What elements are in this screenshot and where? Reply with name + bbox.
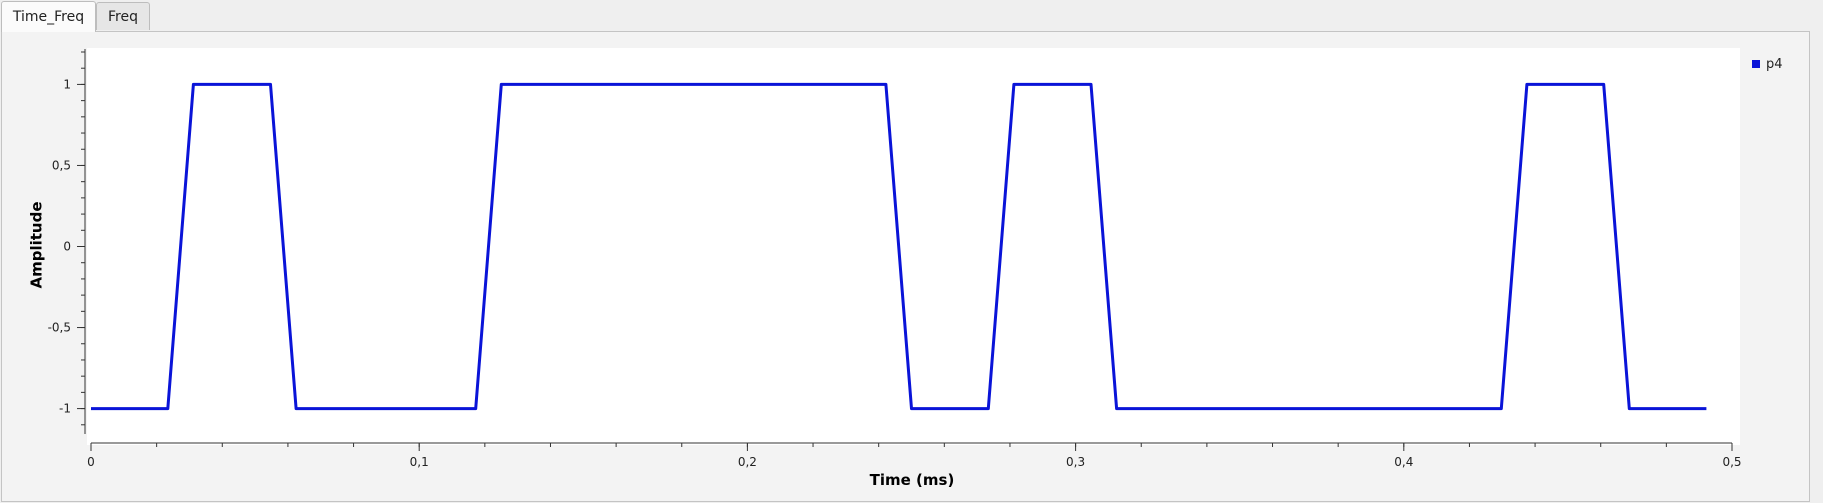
- y-tick-label: 0,5: [52, 158, 71, 172]
- axes: 1 0,5 0 -0,5 -1 0 0,1 0,2 0,3 0,4 0,5: [48, 49, 1742, 469]
- y-tick-label: -1: [59, 402, 71, 416]
- series-layer: [91, 82, 1707, 411]
- tab-freq[interactable]: Freq: [96, 2, 150, 30]
- x-tick-label: 0,4: [1394, 455, 1413, 469]
- legend-swatch: [1752, 60, 1760, 68]
- tab-time-freq-label: Time_Freq: [12, 9, 85, 25]
- x-tick-label: 0: [87, 455, 95, 469]
- x-tick-label: 0,2: [738, 455, 757, 469]
- tab-time-freq[interactable]: Time_Freq: [1, 1, 96, 32]
- x-tick-label: 0,5: [1722, 455, 1741, 469]
- legend: p4: [1752, 57, 1783, 72]
- y-tick-label: 0: [63, 240, 71, 254]
- tab-freq-label: Freq: [108, 8, 138, 25]
- plot-area: [87, 48, 1740, 445]
- x-tick-label: 0,3: [1066, 455, 1085, 469]
- tab-bar: Time_Freq Freq: [0, 0, 1823, 32]
- y-tick-label: 1: [63, 77, 71, 91]
- x-tick-label: 0,1: [410, 455, 429, 469]
- x-axis-title: Time (ms): [870, 471, 955, 489]
- series-line-p4: [91, 82, 1707, 411]
- y-axis-title: Amplitude: [27, 201, 45, 288]
- y-tick-label: -0,5: [48, 321, 71, 335]
- legend-label: p4: [1766, 57, 1783, 72]
